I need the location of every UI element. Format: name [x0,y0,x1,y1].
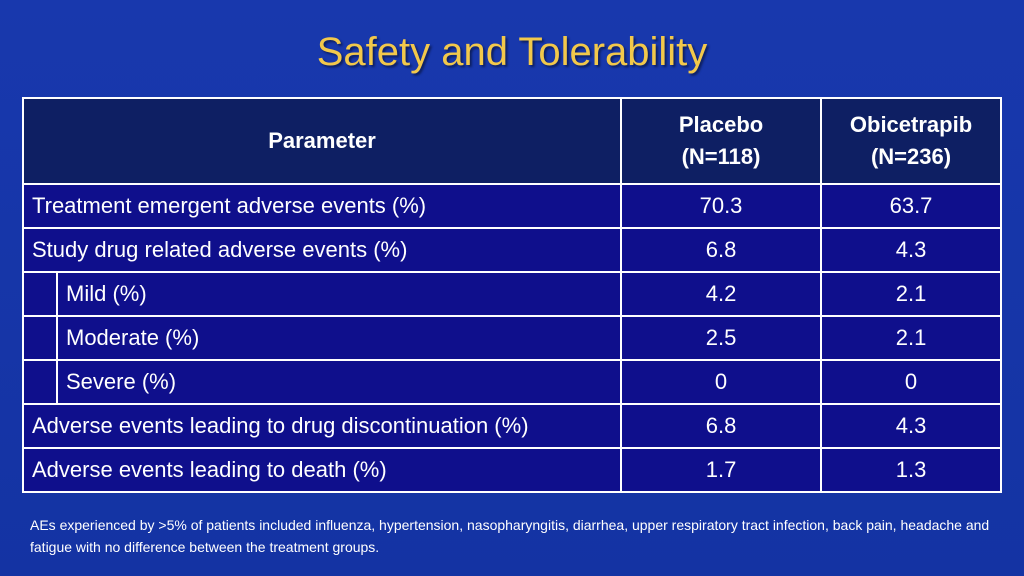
obicetrapib-value: 0 [820,359,1003,405]
indent-cell [22,315,58,361]
row-label: Adverse events leading to death (%) [21,447,623,493]
header-placebo-n: (N=118) [681,144,761,169]
obicetrapib-value: 4.3 [820,403,1003,449]
footnote: AEs experienced by >5% of patients inclu… [30,517,990,555]
placebo-value: 6.8 [620,403,823,449]
placebo-value: 0 [620,359,823,405]
row-label: Treatment emergent adverse events (%) [21,183,623,229]
obicetrapib-value: 4.3 [820,227,1003,273]
table-row: Study drug related adverse events (%) 6.… [21,227,1003,273]
table-row: Treatment emergent adverse events (%) 70… [21,183,1003,229]
table-row-subitem: Mild (%) 4.2 2.1 [22,271,1003,317]
placebo-value: 4.2 [620,271,823,317]
indent-cell [22,359,58,405]
table-row: Adverse events leading to drug discontin… [21,403,1003,449]
page-title: Safety and Tolerability [316,30,708,74]
indent-cell [22,271,58,317]
row-label: Adverse events leading to drug discontin… [21,403,623,449]
table-row-subitem: Moderate (%) 2.5 2.1 [22,315,1003,361]
obicetrapib-value: 1.3 [820,447,1003,493]
obicetrapib-value: 63.7 [820,183,1003,229]
placebo-value: 1.7 [620,447,823,493]
header-obicetrapib: Obicetrapib (N=236) [820,97,1003,185]
header-row: Parameter Placebo (N=118) Obicetrapib (N… [21,97,1003,185]
header-parameter: Parameter [21,97,623,185]
placebo-value: 70.3 [620,183,823,229]
header-obicetrapib-n: (N=236) [870,144,952,169]
safety-table: Parameter Placebo (N=118) Obicetrapib (N… [21,97,1003,493]
row-label: Severe (%) [55,359,623,405]
obicetrapib-value: 2.1 [820,315,1003,361]
placebo-value: 2.5 [620,315,823,361]
header-placebo-name: Placebo [678,112,764,137]
table-row-subitem: Severe (%) 0 0 [22,359,1003,405]
header-placebo: Placebo (N=118) [620,97,823,185]
row-label: Study drug related adverse events (%) [21,227,623,273]
table-row: Adverse events leading to death (%) 1.7 … [21,447,1003,493]
placebo-value: 6.8 [620,227,823,273]
row-label: Mild (%) [55,271,623,317]
header-obicetrapib-name: Obicetrapib [849,112,973,137]
row-label: Moderate (%) [55,315,623,361]
obicetrapib-value: 2.1 [820,271,1003,317]
